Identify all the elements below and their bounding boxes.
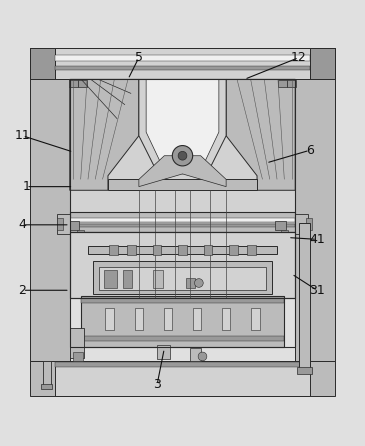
Bar: [70, 232, 295, 297]
Bar: [81, 336, 284, 341]
Text: 31: 31: [309, 284, 325, 297]
Bar: [193, 309, 201, 330]
Bar: [70, 79, 295, 223]
Polygon shape: [146, 79, 219, 174]
Circle shape: [195, 279, 203, 287]
Bar: [88, 246, 277, 254]
Text: 12: 12: [291, 51, 307, 64]
Bar: [57, 214, 70, 234]
Text: 5: 5: [135, 51, 143, 64]
Text: 1: 1: [22, 180, 30, 193]
Text: 6: 6: [306, 144, 314, 157]
Bar: [55, 55, 310, 61]
Bar: [30, 361, 335, 396]
Text: 41: 41: [309, 233, 325, 246]
Bar: [77, 230, 84, 234]
Bar: [30, 49, 55, 79]
Bar: [41, 384, 52, 389]
Bar: [69, 80, 78, 87]
Bar: [55, 66, 310, 70]
Bar: [93, 261, 272, 294]
Text: 4: 4: [19, 219, 26, 231]
Circle shape: [198, 352, 207, 361]
Bar: [123, 270, 132, 289]
Bar: [108, 179, 257, 190]
Bar: [153, 270, 162, 289]
Bar: [55, 362, 310, 367]
Bar: [70, 224, 295, 227]
Bar: [247, 245, 256, 255]
Bar: [57, 218, 62, 230]
Bar: [251, 309, 260, 330]
Bar: [70, 218, 295, 222]
Bar: [157, 345, 170, 359]
Polygon shape: [139, 156, 226, 186]
Bar: [30, 49, 335, 79]
Bar: [30, 79, 70, 361]
Bar: [278, 80, 287, 87]
Bar: [190, 348, 201, 361]
Bar: [70, 212, 295, 232]
Bar: [164, 309, 172, 330]
Bar: [281, 230, 288, 234]
Bar: [186, 277, 195, 289]
Circle shape: [178, 151, 187, 160]
Bar: [109, 245, 118, 255]
Bar: [105, 309, 114, 330]
Bar: [55, 49, 310, 79]
Bar: [295, 79, 335, 361]
Bar: [287, 80, 296, 87]
Text: 3: 3: [153, 378, 161, 391]
Polygon shape: [70, 79, 139, 190]
Bar: [42, 361, 50, 387]
Bar: [127, 245, 136, 255]
Bar: [295, 214, 308, 234]
Bar: [229, 245, 238, 255]
Bar: [70, 328, 84, 358]
Bar: [135, 309, 143, 330]
Bar: [99, 267, 266, 290]
Text: 2: 2: [19, 284, 26, 297]
Bar: [297, 368, 312, 374]
Bar: [178, 245, 187, 255]
Circle shape: [172, 145, 193, 166]
Bar: [222, 309, 230, 330]
Bar: [81, 297, 284, 303]
Bar: [30, 49, 335, 79]
Bar: [299, 223, 310, 370]
Bar: [78, 80, 87, 87]
Bar: [204, 245, 212, 255]
Text: 11: 11: [15, 129, 30, 142]
Bar: [55, 361, 310, 396]
Bar: [73, 352, 82, 361]
Bar: [275, 221, 286, 230]
Bar: [68, 221, 79, 230]
Bar: [81, 296, 284, 347]
Polygon shape: [226, 79, 295, 190]
Bar: [104, 270, 117, 289]
Bar: [153, 245, 161, 255]
Bar: [310, 49, 335, 79]
Polygon shape: [139, 79, 226, 186]
Bar: [306, 218, 312, 230]
